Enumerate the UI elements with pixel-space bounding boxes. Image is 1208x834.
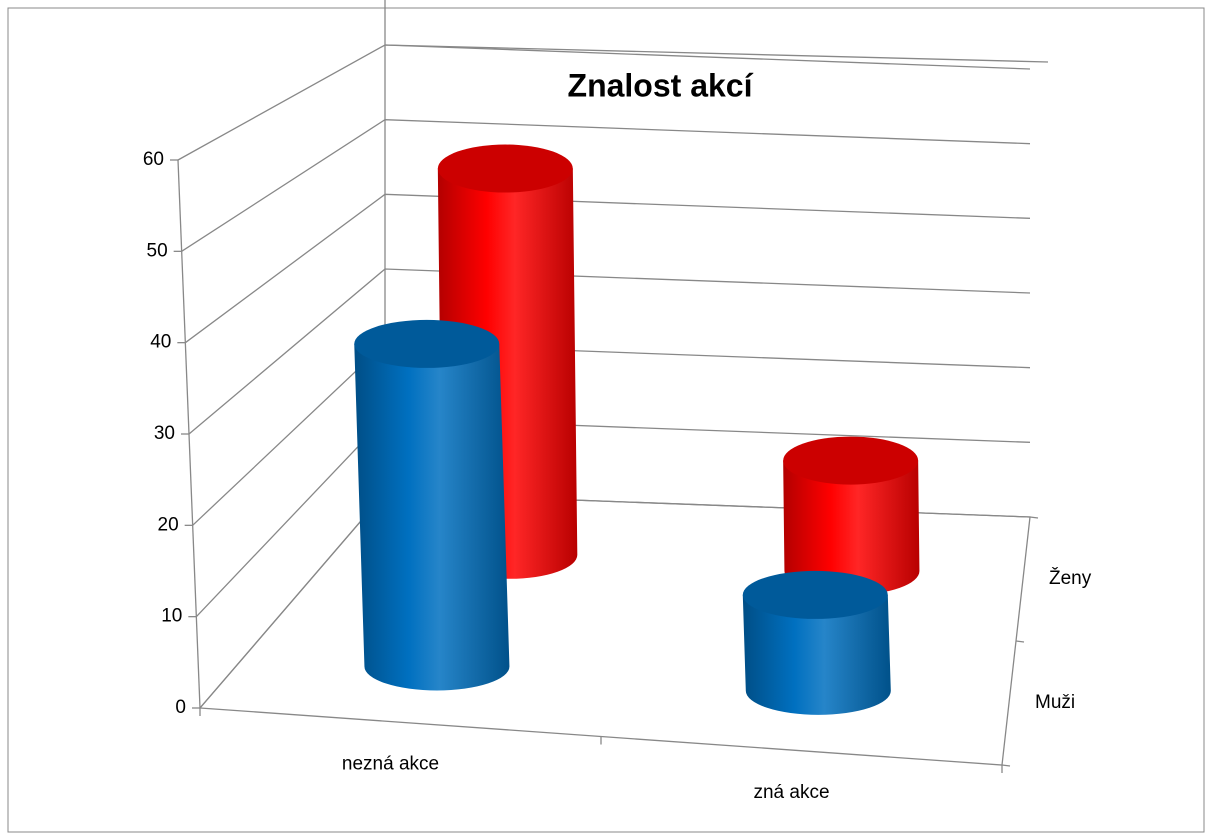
y-tick-label: 50: [147, 240, 168, 261]
x-tick-label: nezná akce: [342, 753, 439, 774]
y-tick-label: 40: [150, 332, 171, 353]
y-tick-label: 60: [143, 149, 164, 170]
cylinder: [742, 594, 891, 715]
cylinder: [354, 343, 510, 691]
grid-top: [384, 44, 1049, 63]
y-tick-label: 10: [161, 606, 182, 627]
chart-title: Znalost akcí: [568, 67, 754, 103]
grid-line: [181, 119, 1031, 252]
y-tick-label: 30: [154, 423, 175, 444]
grid-line: [184, 193, 1031, 344]
cylinder-top: [437, 144, 573, 193]
depth-tick: [1001, 764, 1011, 767]
y-tick-label: 0: [175, 697, 186, 718]
depth-tick: [1029, 516, 1039, 519]
x-tick-label: zná akce: [753, 782, 829, 803]
legend-label: Ženy: [1049, 567, 1092, 589]
chart-border: [7, 7, 1205, 833]
cylinder-top: [354, 319, 500, 368]
legend-label: Muži: [1035, 692, 1075, 713]
cylinder: [783, 460, 920, 595]
cylinder-top: [783, 436, 919, 485]
depth-tick: [1015, 640, 1025, 643]
cylinder-top: [742, 570, 888, 619]
y-tick-label: 20: [158, 514, 179, 535]
grid-line: [188, 268, 1031, 435]
